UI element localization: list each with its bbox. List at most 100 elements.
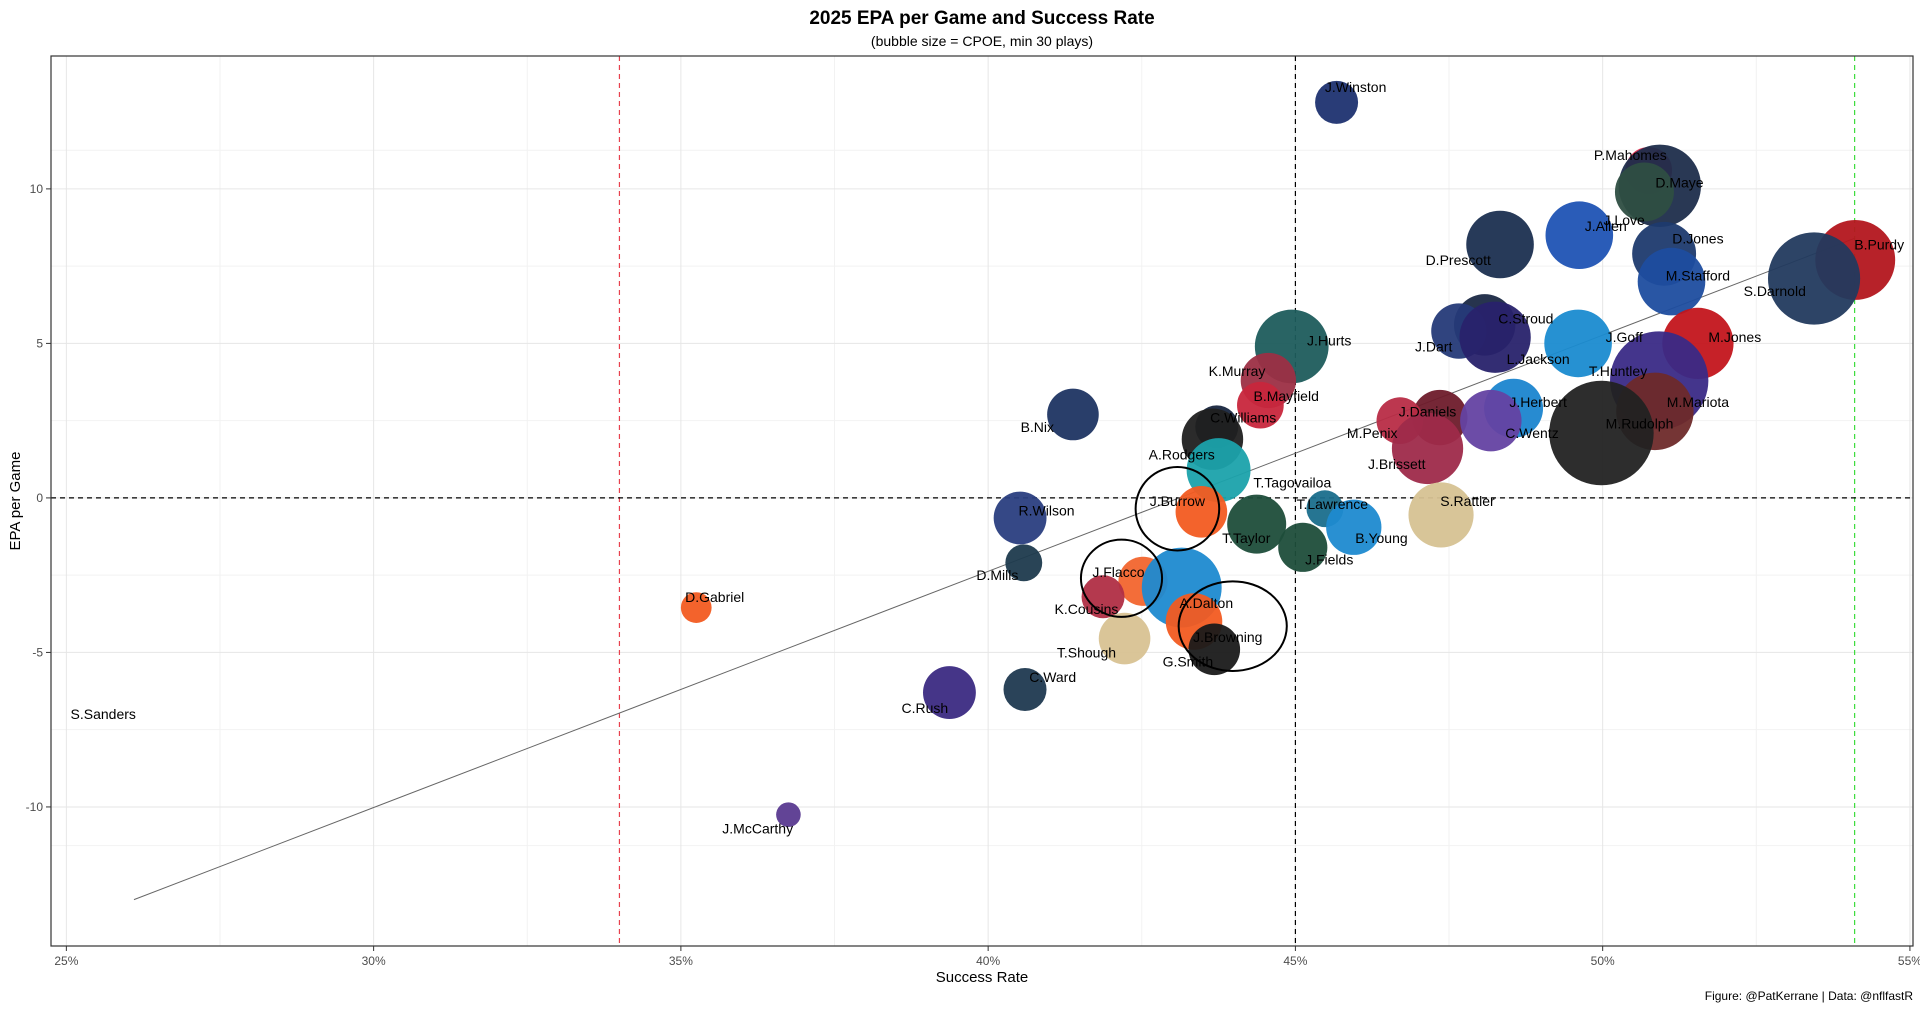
point-d-gabriel <box>680 592 712 623</box>
point-b-young <box>1326 499 1382 555</box>
point-label: S.Darnold <box>1744 283 1806 299</box>
point-m-stafford <box>1637 247 1706 316</box>
highlight-ellipse <box>1079 538 1164 618</box>
point-label: J.McCarthy <box>722 821 793 837</box>
point-label: C.Ward <box>1029 669 1076 685</box>
point-label: M.Rudolph <box>1606 416 1674 432</box>
point-label: M.Jones <box>1708 329 1761 345</box>
x-tick-label: 50% <box>1591 954 1615 968</box>
x-axis-title: Success Rate <box>936 969 1029 986</box>
point-j-mccarthy <box>776 802 801 827</box>
point-label: R.Wilson <box>1019 502 1075 518</box>
point-s-rattler <box>1408 482 1474 548</box>
point-label: D.Maye <box>1655 175 1703 191</box>
point-label: A.Dalton <box>1179 595 1233 611</box>
point-label: J.Winston <box>1325 79 1386 95</box>
tick-layer: 25% 30% 35% 40% 45% 50% 55% -10 -5 0 5 10 <box>26 182 1920 968</box>
y-tick-label: 5 <box>36 336 43 350</box>
point-label: C.Wentz <box>1505 425 1558 441</box>
point-label: B.Purdy <box>1854 237 1904 253</box>
point-j-burrow <box>1175 486 1228 538</box>
point-label: J.Hurts <box>1307 332 1351 348</box>
highlight-layer <box>1079 466 1288 672</box>
point-label: T.Shough <box>1057 644 1116 660</box>
point-label: K.Murray <box>1209 363 1266 379</box>
point-label: A.Rodgers <box>1149 447 1215 463</box>
point-t-taylor <box>1227 494 1287 554</box>
reference-lines <box>51 56 1913 946</box>
point-d-mills <box>1005 544 1043 582</box>
point-label: D.Jones <box>1672 230 1723 246</box>
x-tick-label: 45% <box>1283 954 1307 968</box>
point-label: J.Allen <box>1585 218 1627 234</box>
point-t-shough <box>1098 612 1151 665</box>
point-label: C.Rush <box>902 700 949 716</box>
point-label: L.Jackson <box>1507 351 1570 367</box>
chart-subtitle: (bubble size = CPOE, min 30 plays) <box>871 33 1093 49</box>
point-label: T.Lawrence <box>1296 496 1368 512</box>
chart-caption: Figure: @PatKerrane | Data: @nflfastR <box>1705 989 1914 1003</box>
point-label: D.Mills <box>976 567 1018 583</box>
point-label: T.Taylor <box>1222 530 1271 546</box>
point-label: J.Goff <box>1606 329 1643 345</box>
point-j-allen <box>1545 201 1614 270</box>
point-label: B.Young <box>1355 530 1407 546</box>
point-r-wilson <box>993 491 1047 545</box>
point-k-cousins <box>1081 575 1125 619</box>
point-j-love <box>1614 162 1674 222</box>
point-j-winston <box>1315 80 1359 124</box>
point-label: B.Mayfield <box>1254 388 1319 404</box>
point-label: J.Browning <box>1193 629 1262 645</box>
y-tick-label: -10 <box>26 800 44 814</box>
point-label: T.Tagovailoa <box>1253 474 1331 490</box>
point-c-ward <box>1003 667 1047 712</box>
point-label: K.Cousins <box>1055 601 1119 617</box>
point-j-goff <box>1544 309 1612 378</box>
point-label: G.Smith <box>1163 654 1214 670</box>
highlight-ellipse <box>1134 466 1221 552</box>
chart-title: 2025 EPA per Game and Success Rate <box>809 8 1154 29</box>
point-label: M.Mariota <box>1667 394 1729 410</box>
point-label: S.Rattler <box>1440 493 1495 509</box>
point-b-nix <box>1047 388 1099 441</box>
x-tick-label: 35% <box>669 954 693 968</box>
point-label: J.Dart <box>1415 338 1452 354</box>
x-tick-label: 40% <box>976 954 1000 968</box>
y-tick-label: 10 <box>30 182 44 196</box>
point-label: M.Stafford <box>1666 267 1730 283</box>
point-j-brissett <box>1391 412 1464 485</box>
point-m-rudolph <box>1549 380 1654 486</box>
point-d-prescott <box>1466 210 1534 279</box>
point-label: J.Fields <box>1305 552 1353 568</box>
point-label: B.Nix <box>1021 419 1054 435</box>
y-tick-label: 0 <box>36 491 43 505</box>
point-b-mayfield <box>1237 381 1284 429</box>
point-label: P.Mahomes <box>1594 147 1667 163</box>
point-j-fields <box>1278 522 1328 572</box>
point-l-jackson <box>1459 301 1531 373</box>
x-tick-label: 55% <box>1898 954 1920 968</box>
point-label: T.Huntley <box>1589 363 1647 379</box>
point-c-wentz <box>1460 389 1522 452</box>
y-axis-title: EPA per Game <box>7 452 24 551</box>
point-label: J.Brissett <box>1368 456 1426 472</box>
point-label: J.Daniels <box>1399 403 1457 419</box>
highlight-ellipse <box>1177 580 1288 672</box>
point-label: J.Flacco <box>1092 564 1144 580</box>
point-c-rush <box>923 666 976 720</box>
y-tick-label: -5 <box>32 645 43 659</box>
point-label: J.Burrow <box>1150 493 1206 509</box>
x-tick-label: 25% <box>54 954 78 968</box>
point-label: J.Love <box>1604 212 1645 228</box>
point-label: S.Sanders <box>71 706 136 722</box>
point-label: M.Penix <box>1347 425 1398 441</box>
point-label: D.Gabriel <box>685 589 744 605</box>
x-tick-label: 30% <box>362 954 386 968</box>
point-label: C.Stroud <box>1498 311 1553 327</box>
point-label: J.Herbert <box>1509 394 1567 410</box>
point-label: D.Prescott <box>1426 252 1491 268</box>
point-s-darnold <box>1767 232 1861 325</box>
